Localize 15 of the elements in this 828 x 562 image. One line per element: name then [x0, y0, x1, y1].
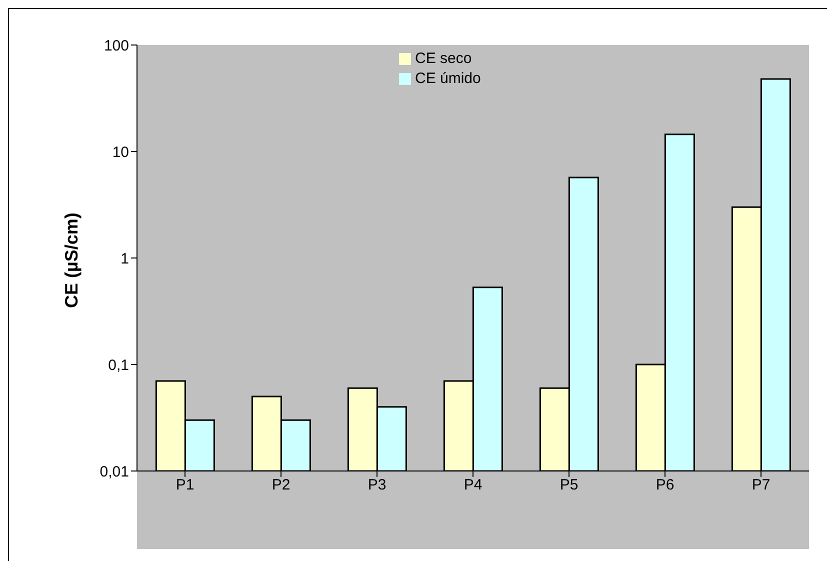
y-tick-label: 0,1 [108, 356, 129, 374]
y-axis-title: CE (µS/cm) [61, 212, 82, 308]
x-tick-label: P1 [176, 476, 194, 494]
legend-label: CE seco [415, 50, 472, 67]
x-tick-label: P7 [752, 476, 770, 494]
legend-label: CE úmido [415, 70, 481, 87]
x-tick-label: P2 [272, 476, 290, 494]
x-tick-label: P3 [368, 476, 386, 494]
x-tick-label: P6 [656, 476, 674, 494]
y-tick-label: 100 [104, 37, 129, 54]
y-tick-label: 1 [120, 250, 129, 268]
y-tick-label: 10 [112, 144, 129, 161]
x-tick-label: P5 [560, 476, 578, 494]
y-tick-label: 0,01 [100, 463, 129, 480]
x-tick-label: P4 [464, 476, 482, 494]
